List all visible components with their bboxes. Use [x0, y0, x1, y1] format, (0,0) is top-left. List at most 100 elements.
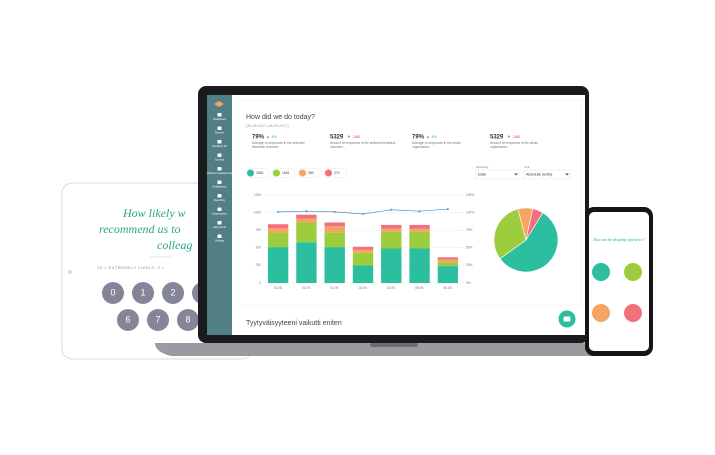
- tablet-button: [68, 270, 72, 274]
- sidebar-icon[interactable]: [217, 140, 222, 144]
- sidebar-icon[interactable]: [217, 113, 222, 117]
- score-label: 0: [110, 287, 115, 297]
- kpi-value: 79%: [412, 135, 425, 141]
- line-point: [390, 208, 393, 211]
- y2-tick-label: 125%: [466, 193, 474, 197]
- x-tick-label: 03.09.: [359, 286, 368, 290]
- score-button[interactable]: [102, 282, 124, 304]
- bar-segment: [324, 247, 345, 283]
- smiley[interactable]: [624, 304, 642, 322]
- y2-tick-label: 100%: [466, 210, 474, 214]
- sidebar-label: Reporting: [214, 198, 226, 202]
- line-point: [362, 213, 364, 216]
- y2-tick-label: 25%: [466, 263, 473, 267]
- kpi-value: 5329: [490, 135, 504, 141]
- pie-slice: [525, 208, 544, 241]
- section-title: Tyytyväisyyteeni vaikutti eniten: [246, 320, 342, 327]
- pie-slice: [493, 208, 527, 260]
- kpi-description: Amount of responses in the selected feed…: [330, 141, 396, 149]
- kpi-change: ▲ 3%: [426, 134, 437, 139]
- badge-count: 274: [334, 171, 340, 175]
- sidebar-label: Organization: [212, 212, 227, 216]
- sidebar-icon[interactable]: [217, 167, 222, 171]
- unit-label: Unit: [524, 165, 530, 169]
- bar-segment: [267, 224, 289, 229]
- y-tick-label: 0: [259, 281, 261, 285]
- smiley[interactable]: [592, 304, 610, 322]
- bar-segment: [296, 218, 317, 223]
- bar-segment: [352, 246, 374, 250]
- kpi-value: 79%: [252, 135, 265, 141]
- bar-segment: [409, 228, 430, 232]
- sidebar-icon[interactable]: [217, 153, 222, 158]
- bar-segment: [352, 252, 374, 266]
- sidebar-label: Feedback list: [212, 144, 228, 148]
- sidebar-icon[interactable]: [217, 126, 222, 131]
- sidebar-icon[interactable]: [217, 207, 222, 212]
- grouping-label: Grouping: [476, 165, 489, 169]
- bar-segment: [437, 262, 459, 267]
- sidebar-icon[interactable]: [217, 180, 222, 185]
- unit-select[interactable]: [523, 169, 571, 180]
- score-label: 1: [140, 287, 145, 297]
- logo: [214, 101, 224, 107]
- bar-segment: [296, 222, 317, 243]
- score-button[interactable]: [162, 282, 184, 304]
- x-tick-label: 31.08.: [274, 286, 283, 290]
- y-tick-label: 250: [256, 263, 262, 267]
- kpi-description: Average of responses in the whole organi…: [412, 141, 461, 149]
- bar-segment: [437, 257, 459, 260]
- page-title: How did we do today?: [246, 114, 315, 121]
- bar-segment: [296, 214, 317, 219]
- x-tick-label: 04.09.: [387, 286, 396, 290]
- bar-segment: [381, 231, 402, 249]
- x-tick-label: 06.09.: [443, 286, 452, 290]
- line-point: [418, 210, 421, 213]
- kpi-description-text: Amount of responses in the whole organiz…: [490, 141, 539, 149]
- kpi-change: ▼ -380: [347, 134, 361, 139]
- bar-segment: [437, 266, 459, 283]
- y-tick-label: 1250: [254, 193, 261, 197]
- laptop-notch: [370, 343, 418, 347]
- smiley[interactable]: [624, 263, 642, 281]
- score-label: 7: [155, 314, 160, 324]
- y2-tick-label: 50%: [466, 246, 473, 250]
- bar-segment: [324, 232, 345, 248]
- badge-icon: [273, 169, 280, 177]
- line-point: [446, 208, 449, 211]
- sidebar-icon[interactable]: [217, 221, 222, 225]
- kpi-description-text: Average of responses in the whole organi…: [412, 141, 461, 149]
- sidebar-label: Channel management: [207, 171, 233, 175]
- pie-slice: [499, 212, 559, 273]
- sidebar-label: Help center: [213, 225, 226, 229]
- survey-title: How likely w: [122, 206, 186, 220]
- y-tick-label: 750: [256, 228, 262, 232]
- bar-segment: [267, 247, 289, 283]
- x-tick-label: 01.09.: [302, 286, 311, 290]
- badge-icon: [299, 169, 306, 177]
- line-point: [333, 210, 336, 213]
- bar-segment: [352, 249, 374, 253]
- smiley[interactable]: [592, 263, 610, 281]
- badge-count: 380: [308, 171, 314, 175]
- bar-segment: [381, 228, 402, 232]
- kpi-description: Amount of responses in the whole organiz…: [490, 141, 539, 149]
- kpi-description-text: Amount of responses in the selected feed…: [330, 141, 396, 149]
- score-button[interactable]: [147, 309, 169, 331]
- bar-segment: [352, 265, 374, 283]
- sidebar-icon[interactable]: [217, 234, 222, 239]
- score-button[interactable]: [177, 309, 199, 331]
- bar-segment: [381, 224, 402, 229]
- score-button[interactable]: [117, 309, 139, 331]
- bar-segment: [409, 248, 430, 283]
- laptop-base: [155, 343, 632, 356]
- score-button[interactable]: [132, 282, 154, 304]
- grouping-select[interactable]: [475, 169, 520, 180]
- sidebar-icon[interactable]: [217, 194, 222, 198]
- phone-screen: [589, 212, 649, 351]
- x-tick-label: 05.09.: [415, 286, 424, 290]
- sidebar-label: Results: [215, 131, 224, 135]
- kpi-description: Average of responses in the selected fee…: [252, 141, 304, 149]
- badge-count: 2881: [256, 171, 264, 175]
- bar-segment: [409, 231, 430, 249]
